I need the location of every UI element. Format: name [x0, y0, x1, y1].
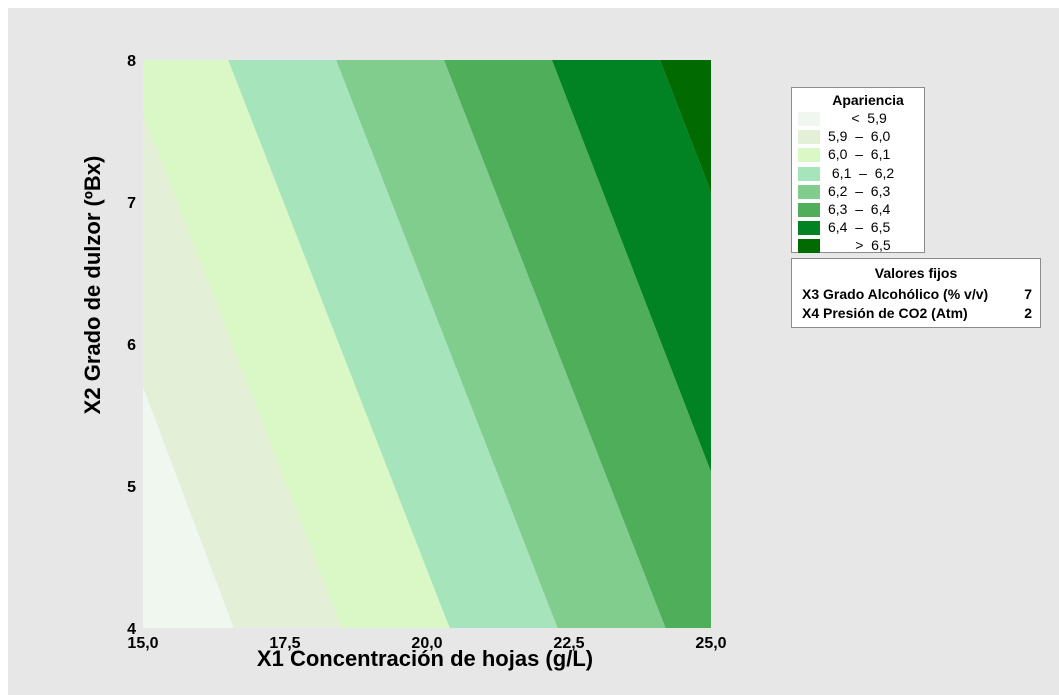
legend-entry: 5,9 – 6,0 — [798, 128, 922, 146]
legend-label: < 5,9 — [828, 110, 887, 126]
legend-swatch — [798, 239, 820, 254]
fixed-values-box: Valores fijos X3 Grado Alcohólico (% v/v… — [791, 258, 1041, 328]
legend-label: > 6,5 — [828, 237, 891, 254]
legend-label: 6,4 – 6,5 — [828, 219, 891, 236]
x-tick-label: 15,0 — [127, 635, 158, 652]
contour-region — [551, 60, 711, 628]
x-tick-label: 22,5 — [553, 635, 584, 652]
legend-entry: 6,1 – 6,2 — [798, 165, 922, 183]
y-tick-label: 5 — [127, 479, 136, 496]
legend-label: 6,1 – 6,2 — [828, 164, 895, 181]
y-tick-label: 8 — [127, 53, 136, 70]
contour-region — [659, 60, 711, 628]
fixed-value-name: X3 Grado Alcohólico (% v/v) — [802, 286, 989, 302]
legend-swatch — [798, 130, 820, 145]
fixed-values-title: Valores fijos — [874, 265, 958, 281]
y-tick-label: 7 — [127, 195, 136, 212]
x-tick-label: 20,0 — [411, 635, 442, 652]
legend-label: 6,2 – 6,3 — [828, 182, 891, 199]
contour-region — [143, 60, 342, 628]
contour-region — [143, 60, 234, 628]
legend-entry: 6,4 – 6,5 — [798, 219, 922, 237]
contour-plot: 15,0 17,5 20,0 22,5 25,0 4 5 6 7 8 X1 Concentraci… — [80, 53, 727, 671]
legend-entry: 6,2 – 6,3 — [798, 183, 922, 201]
contour-region — [444, 60, 711, 628]
contour-region — [143, 60, 450, 628]
legend-entry: > 6,5 — [798, 237, 922, 255]
legend-swatch — [798, 203, 820, 217]
legend-label: 5,9 – 6,0 — [828, 128, 891, 145]
legend-swatch — [798, 148, 820, 163]
legend-entry: < 5,9 — [798, 110, 922, 128]
legend-swatch — [798, 184, 820, 199]
legend-label: 6,3 – 6,4 — [828, 201, 891, 217]
legend-entry: 6,0 – 6,1 — [798, 146, 922, 164]
fixed-value-number: 7 — [1024, 286, 1032, 302]
contour-region — [336, 60, 666, 628]
chart-figure: 15,0 17,5 20,0 22,5 25,0 4 5 6 7 8 X1 Concentraci… — [8, 8, 1059, 695]
legend-title: Apariencia — [832, 92, 904, 108]
y-tick-label: 4 — [127, 621, 136, 638]
legend-swatch — [798, 166, 820, 181]
legend: Apariencia < 5,9 5,9 – 6,0 6,0 – 6,1 6,1 –… — [791, 87, 925, 255]
x-axis-title: X1 Concentración de hojas (g/L) — [257, 646, 593, 671]
legend-label: 6,0 – 6,1 — [828, 146, 891, 163]
y-tick-label: 6 — [127, 337, 136, 354]
x-tick-label: 17,5 — [269, 635, 300, 652]
fixed-value-name: X4 Presión de CO2 (Atm) — [802, 305, 968, 321]
legend-entry: 6,3 – 6,4 — [798, 201, 922, 219]
legend-swatch — [798, 112, 820, 126]
x-tick-label: 25,0 — [695, 635, 726, 652]
fixed-value-number: 2 — [1024, 305, 1032, 321]
legend-swatch — [798, 221, 820, 236]
contour-region — [228, 60, 558, 628]
y-axis-title: X2 Grado de dulzor (ºBx) — [80, 156, 105, 415]
